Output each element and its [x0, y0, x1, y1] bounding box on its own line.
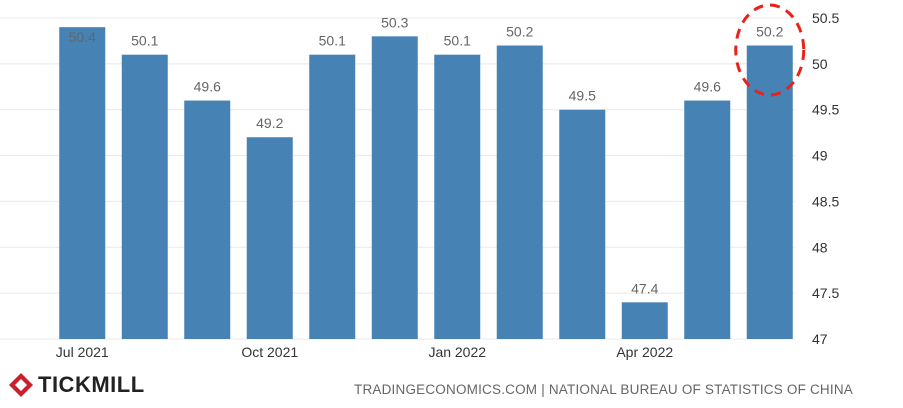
data-label: 50.1	[444, 33, 471, 49]
x-tick-label: Apr 2022	[616, 344, 673, 360]
y-tick-label: 47	[812, 331, 828, 347]
data-label: 50.3	[381, 14, 408, 30]
data-label: 50.2	[506, 24, 533, 40]
y-tick-label: 50.5	[812, 10, 839, 26]
x-tick-label: Jul 2021	[56, 344, 109, 360]
bar	[621, 302, 668, 339]
x-axis-ticks: Jul 2021 Oct 2021 Jan 2022 Apr 2022	[56, 344, 674, 360]
data-label: 50.1	[131, 33, 158, 49]
tickmill-logo-icon	[9, 373, 33, 397]
bars	[59, 27, 793, 340]
brand-name: TICKMILL	[38, 372, 145, 397]
bar	[434, 54, 481, 339]
bar	[309, 54, 356, 339]
bar	[59, 27, 106, 340]
data-label: 49.2	[256, 115, 283, 131]
data-label: 49.5	[569, 88, 596, 104]
y-tick-label: 47.5	[812, 285, 839, 301]
bar-chart: 50.4 50.1 49.6 49.2 50.1 50.3 50.1 50.2 49.5 47.4…	[0, 3, 839, 360]
data-label: 47.4	[631, 280, 658, 296]
bar	[496, 45, 543, 340]
data-label: 49.6	[694, 79, 721, 95]
y-tick-label: 50	[812, 56, 828, 72]
bar	[246, 137, 293, 339]
highlight-circle	[734, 3, 806, 97]
bar	[746, 45, 793, 340]
bar	[184, 100, 231, 340]
bar	[371, 36, 418, 339]
data-label: 50.4	[69, 29, 96, 45]
y-tick-label: 48	[812, 239, 828, 255]
bar	[121, 54, 168, 339]
bar	[684, 100, 731, 340]
y-tick-label: 49	[812, 148, 828, 164]
highlight-annotation	[734, 3, 806, 97]
data-label: 49.6	[194, 79, 221, 95]
data-label: 50.1	[319, 33, 346, 49]
x-tick-label: Jan 2022	[428, 344, 486, 360]
y-tick-label: 48.5	[812, 193, 839, 209]
footer: TICKMILL TRADINGECONOMICS.COM | NATIONAL…	[0, 365, 903, 408]
data-label: 50.2	[756, 24, 783, 40]
data-labels: 50.4 50.1 49.6 49.2 50.1 50.3 50.1 50.2 49.5 47.4…	[69, 14, 784, 296]
tickmill-logo: TICKMILL	[8, 372, 145, 398]
x-tick-label: Oct 2021	[241, 344, 298, 360]
bar	[559, 109, 606, 339]
source-credit: TRADINGECONOMICS.COM | NATIONAL BUREAU O…	[354, 382, 853, 397]
y-axis-ticks: 50.5 50 49.5 49 48.5 48 47.5 47	[812, 10, 839, 347]
y-tick-label: 49.5	[812, 102, 839, 118]
